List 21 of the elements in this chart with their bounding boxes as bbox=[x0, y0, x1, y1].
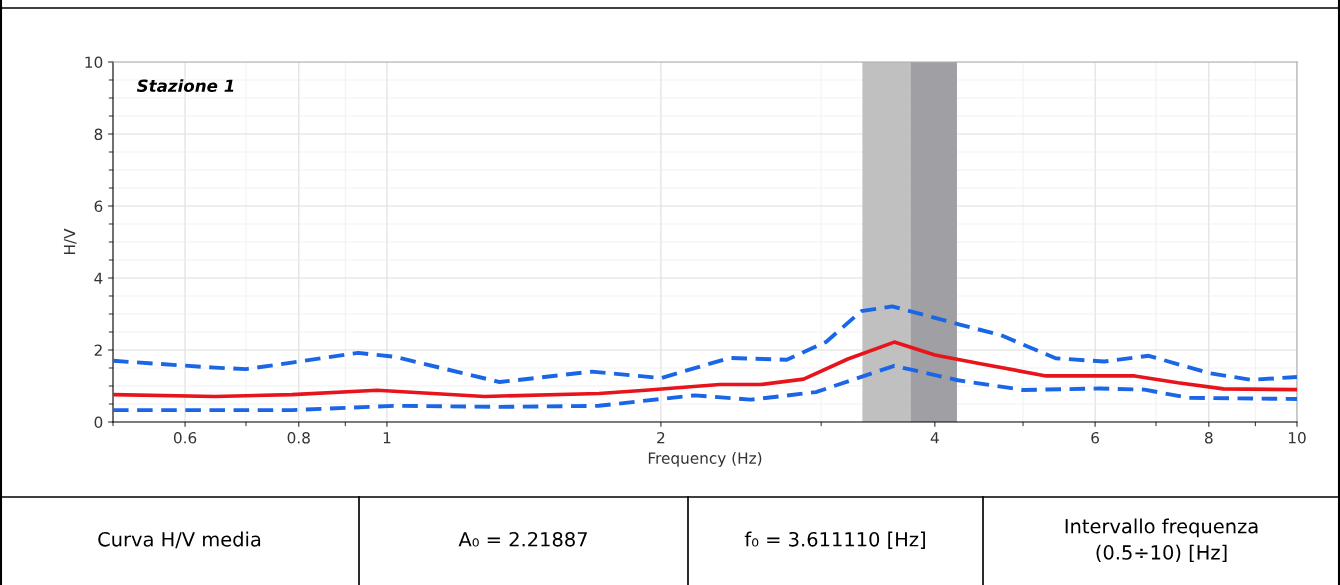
text: Intervallo frequenza (0.5÷10) [Hz] bbox=[1065, 518, 1258, 563]
y-tick-label: 10 bbox=[85, 56, 103, 69]
x-tick-label: 8 bbox=[1204, 431, 1213, 444]
text: A₀ = 2.21887 bbox=[458, 531, 587, 547]
x-tick-label: 6 bbox=[1091, 431, 1100, 444]
y-tick-label: 4 bbox=[94, 272, 103, 284]
x-tick-label: 2 bbox=[657, 431, 665, 444]
x-axis-title: Frequency (Hz) bbox=[648, 452, 762, 467]
y-tick-label: 6 bbox=[94, 200, 103, 213]
y-tick-label: 8 bbox=[94, 128, 103, 141]
y-axis-title: H/V bbox=[63, 228, 77, 255]
y-tick-label: 2 bbox=[94, 344, 102, 356]
x-tick-label: 10 bbox=[1288, 431, 1306, 444]
text: Curva H/V media bbox=[98, 531, 261, 549]
x-tick-label: 0.6 bbox=[173, 431, 197, 444]
text: f₀ = 3.611110 [Hz] bbox=[744, 531, 925, 549]
x-tick-label: 0.8 bbox=[287, 431, 310, 444]
y-tick-label: 0 bbox=[94, 416, 103, 429]
x-tick-label: 4 bbox=[930, 432, 939, 444]
x-tick-label: 1 bbox=[383, 432, 391, 444]
annotation: Stazione 1 bbox=[136, 79, 234, 93]
